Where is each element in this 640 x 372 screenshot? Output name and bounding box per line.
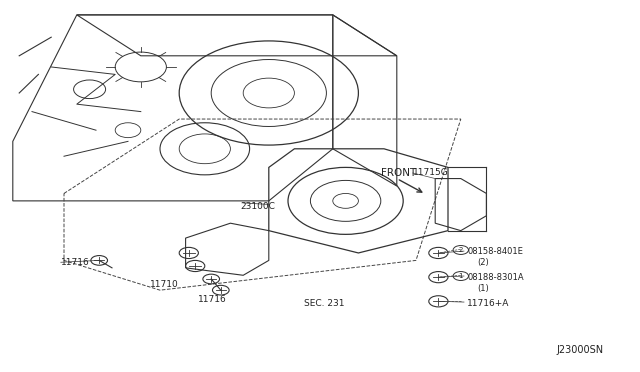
Text: 1: 1 <box>458 273 463 279</box>
Text: 23100C: 23100C <box>240 202 275 211</box>
Text: 08158-8401E: 08158-8401E <box>467 247 523 256</box>
Text: 08188-8301A: 08188-8301A <box>467 273 524 282</box>
Text: 11716+A: 11716+A <box>467 299 509 308</box>
Text: 11716: 11716 <box>198 295 227 304</box>
Text: FRONT: FRONT <box>381 168 416 178</box>
Text: (2): (2) <box>477 258 488 267</box>
Text: (1): (1) <box>477 284 488 293</box>
Text: 11715G: 11715G <box>413 169 449 177</box>
Text: 2: 2 <box>459 247 463 253</box>
Text: SEC. 231: SEC. 231 <box>304 299 344 308</box>
Text: J23000SN: J23000SN <box>557 345 604 355</box>
Text: 11710: 11710 <box>150 280 179 289</box>
Text: 11716: 11716 <box>61 258 90 267</box>
